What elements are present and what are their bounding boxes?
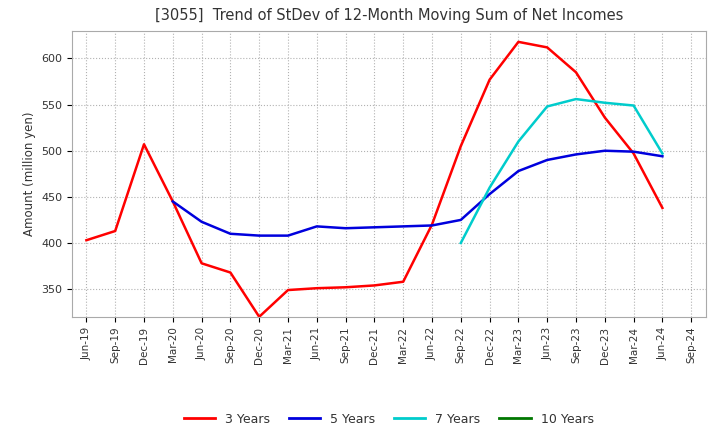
5 Years [341,226,350,231]
5 Years [197,219,206,224]
3 Years [428,222,436,227]
5 Years [428,223,436,228]
5 Years [572,152,580,157]
5 Years [456,217,465,223]
7 Years [543,104,552,109]
5 Years [514,169,523,174]
3 Years [140,142,148,147]
7 Years [629,103,638,108]
5 Years [284,233,292,238]
3 Years [197,260,206,266]
7 Years [485,185,494,190]
Line: 5 Years: 5 Years [173,151,662,235]
5 Years [312,224,321,229]
3 Years [312,286,321,291]
3 Years [629,151,638,156]
7 Years [658,151,667,156]
5 Years [485,191,494,197]
5 Years [658,154,667,159]
7 Years [514,139,523,144]
3 Years [658,205,667,211]
3 Years [284,287,292,293]
5 Years [226,231,235,236]
3 Years [485,77,494,82]
Legend: 3 Years, 5 Years, 7 Years, 10 Years: 3 Years, 5 Years, 7 Years, 10 Years [179,408,598,431]
5 Years [399,224,408,229]
3 Years [226,270,235,275]
3 Years [255,314,264,319]
5 Years [370,225,379,230]
5 Years [255,233,264,238]
7 Years [572,96,580,102]
5 Years [629,149,638,154]
3 Years [82,238,91,243]
7 Years [456,240,465,246]
5 Years [600,148,609,154]
3 Years [168,199,177,204]
7 Years [600,100,609,106]
Title: [3055]  Trend of StDev of 12-Month Moving Sum of Net Incomes: [3055] Trend of StDev of 12-Month Moving… [155,7,623,23]
Line: 3 Years: 3 Years [86,42,662,317]
3 Years [456,143,465,149]
Y-axis label: Amount (million yen): Amount (million yen) [22,112,35,236]
3 Years [600,115,609,120]
5 Years [168,199,177,204]
3 Years [399,279,408,284]
3 Years [111,228,120,234]
3 Years [572,70,580,75]
3 Years [514,39,523,44]
3 Years [543,45,552,50]
3 Years [341,285,350,290]
Line: 7 Years: 7 Years [461,99,662,243]
5 Years [543,158,552,163]
3 Years [370,283,379,288]
